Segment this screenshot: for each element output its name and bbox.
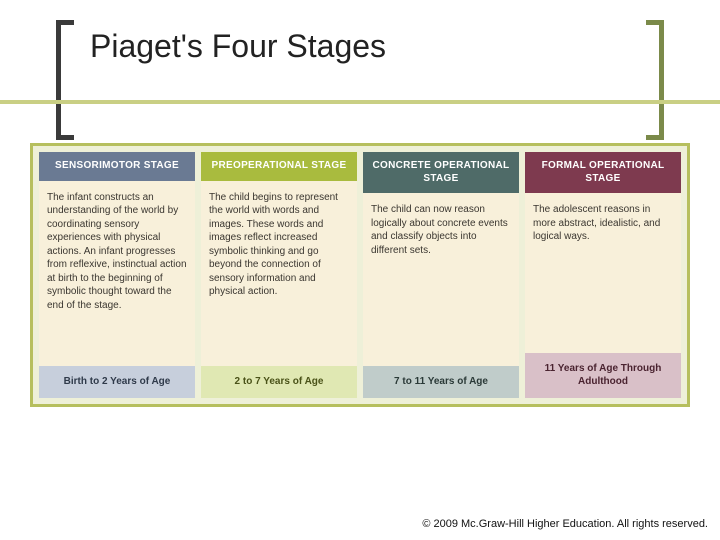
- stage-header: SENSORIMOTOR STAGE: [39, 152, 195, 181]
- title-area: Piaget's Four Stages: [0, 0, 720, 73]
- stage-column: PREOPERATIONAL STAGEThe child begins to …: [201, 152, 357, 398]
- stages-columns: SENSORIMOTOR STAGEThe infant constructs …: [39, 152, 681, 398]
- stage-column: SENSORIMOTOR STAGEThe infant constructs …: [39, 152, 195, 398]
- stage-age-range: 2 to 7 Years of Age: [201, 366, 357, 399]
- copyright-text: © 2009 Mc.Graw-Hill Higher Education. Al…: [422, 518, 708, 530]
- stage-age-range: Birth to 2 Years of Age: [39, 366, 195, 399]
- stages-table: SENSORIMOTOR STAGEThe infant constructs …: [30, 143, 690, 407]
- page-title: Piaget's Four Stages: [60, 28, 660, 65]
- stage-description: The child can now reason logically about…: [363, 193, 519, 366]
- stage-header: PREOPERATIONAL STAGE: [201, 152, 357, 181]
- stage-header: FORMAL OPERATIONAL STAGE: [525, 152, 681, 193]
- bracket-right: [646, 20, 664, 140]
- stage-description: The child begins to represent the world …: [201, 181, 357, 366]
- stage-description: The infant constructs an understanding o…: [39, 181, 195, 366]
- stage-age-range: 11 Years of Age Through Adulthood: [525, 353, 681, 398]
- title-underline: [0, 100, 720, 104]
- stage-column: FORMAL OPERATIONAL STAGEThe adolescent r…: [525, 152, 681, 398]
- bracket-left: [56, 20, 74, 140]
- stage-column: CONCRETE OPERATIONAL STAGEThe child can …: [363, 152, 519, 398]
- stage-header: CONCRETE OPERATIONAL STAGE: [363, 152, 519, 193]
- stage-description: The adolescent reasons in more abstract,…: [525, 193, 681, 353]
- stage-age-range: 7 to 11 Years of Age: [363, 366, 519, 399]
